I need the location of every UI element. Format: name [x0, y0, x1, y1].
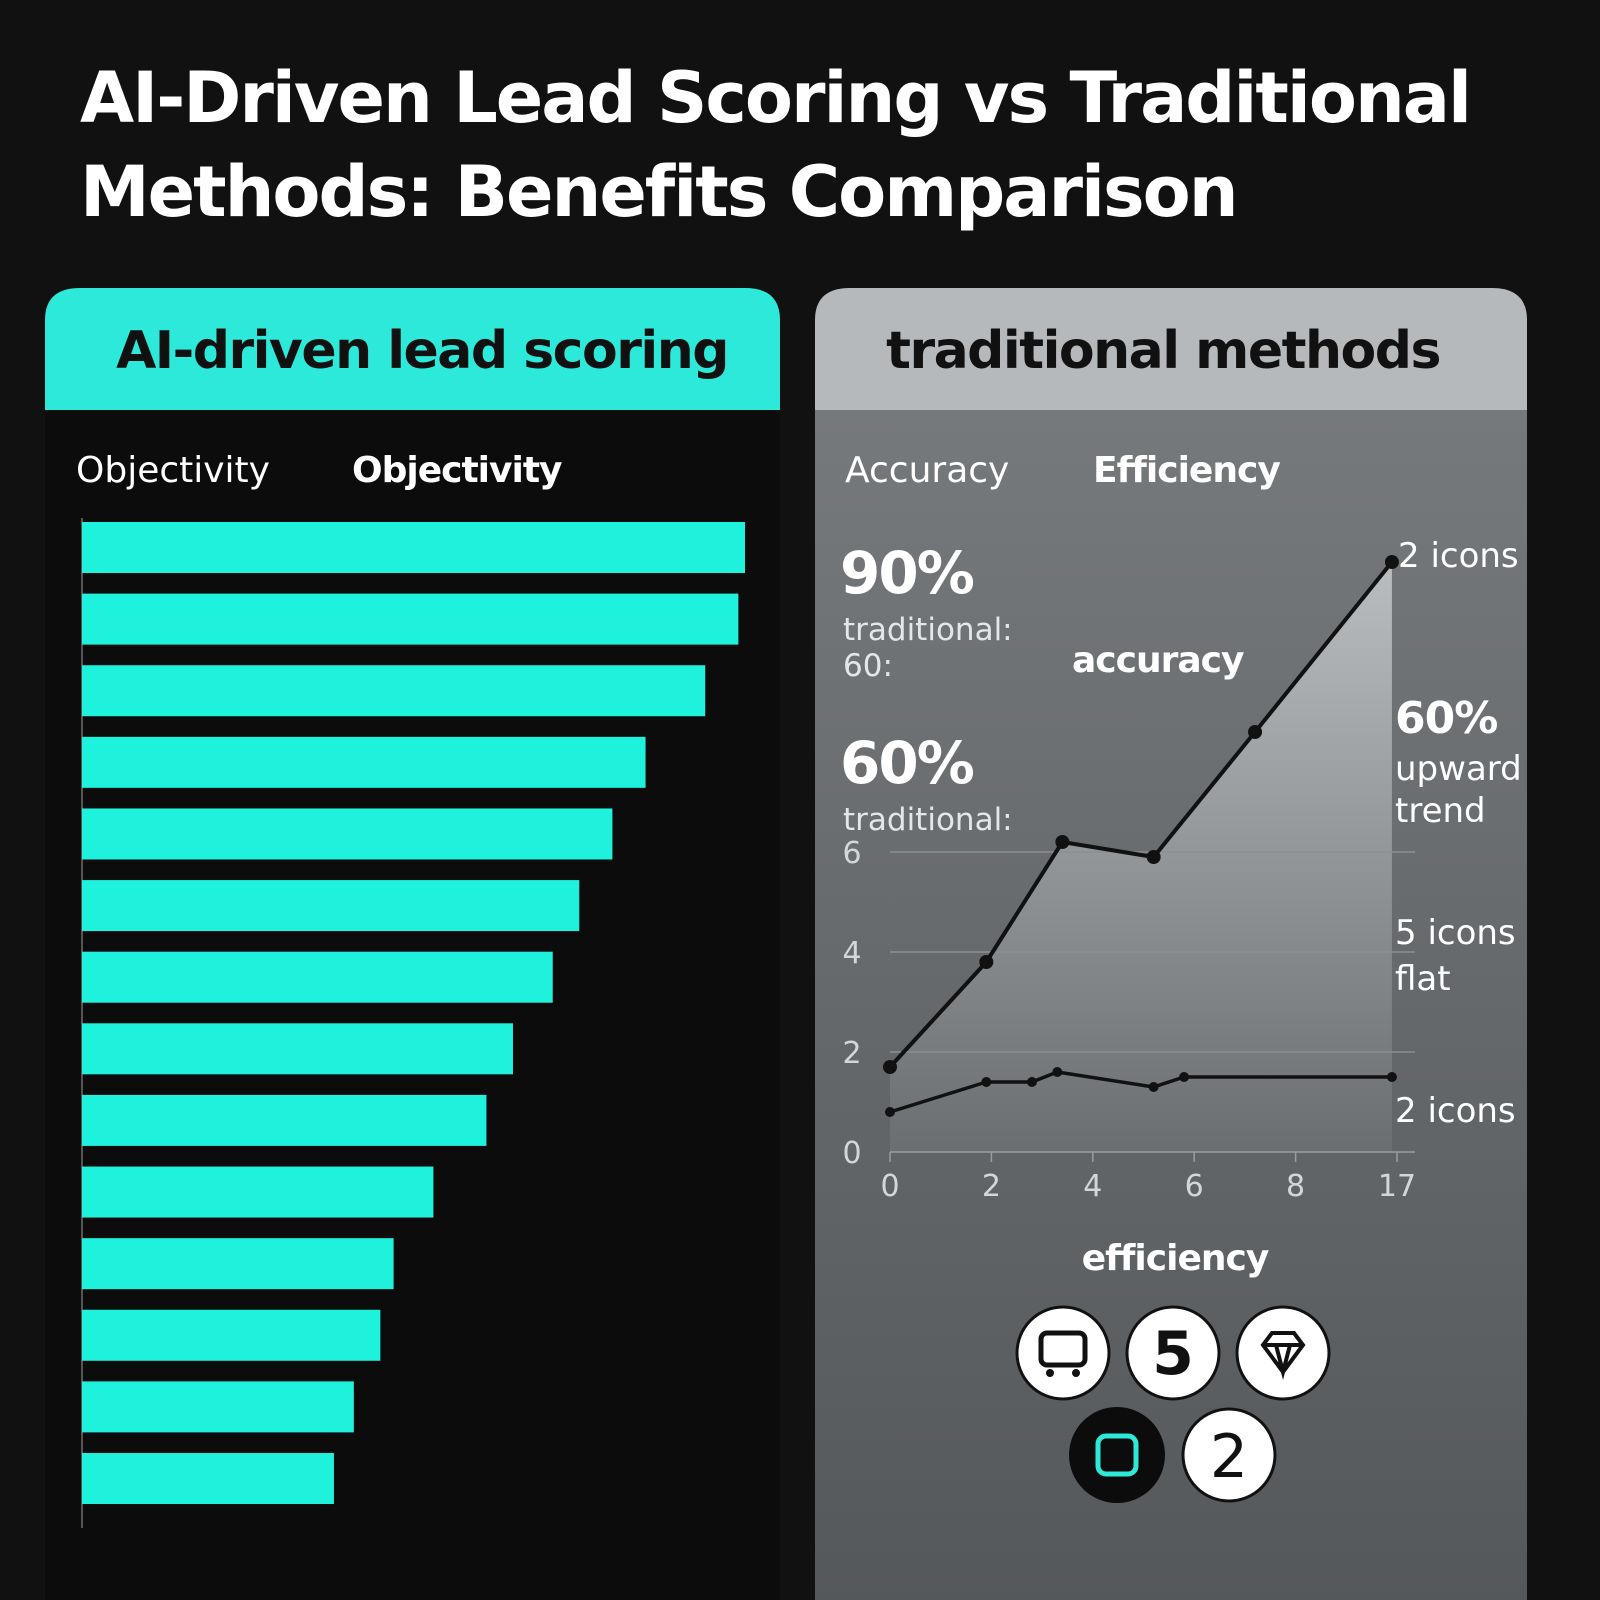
left-header	[45, 288, 780, 410]
annotation: 60%	[840, 729, 974, 797]
label: Accuracy	[845, 450, 1009, 491]
icon-shape	[1038, 1330, 1088, 1368]
x-tick-label: 6	[1185, 1169, 1204, 1204]
bar	[82, 1309, 381, 1361]
point	[1179, 1072, 1190, 1082]
y-tick-label: 6	[842, 836, 861, 871]
label: Objectivity	[76, 450, 270, 491]
area	[890, 562, 1392, 1152]
point	[1055, 835, 1070, 849]
annotation: traditional:	[843, 802, 1013, 838]
icon-shape	[1072, 1369, 1080, 1377]
annotation: 2 icons	[1398, 536, 1519, 576]
bar	[82, 736, 646, 788]
point	[1146, 850, 1161, 864]
bar	[82, 951, 553, 1003]
annotation: upward	[1395, 749, 1522, 789]
bar	[82, 880, 580, 932]
icon-circle	[1235, 1305, 1331, 1401]
point	[1052, 1067, 1063, 1077]
bar	[82, 1381, 354, 1433]
x-axis-label: efficiency	[1082, 1238, 1269, 1279]
point	[883, 1060, 897, 1074]
bar	[82, 808, 613, 860]
title-line: AI-Driven Lead Scoring vs Traditional	[80, 57, 1470, 139]
bar	[82, 593, 739, 645]
title-line: Methods: Benefits Comparison	[80, 151, 1237, 233]
point	[885, 1107, 895, 1117]
line	[888, 560, 1394, 1069]
icon-shape	[1095, 1433, 1139, 1477]
icon-shape	[1046, 1369, 1054, 1377]
point	[1248, 725, 1263, 739]
point	[1026, 1077, 1037, 1087]
y-tick-label: 2	[842, 1036, 861, 1071]
right-header	[815, 288, 1527, 410]
x-tick-label: 17	[1378, 1169, 1416, 1204]
annotation: flat	[1395, 959, 1451, 999]
y-tick-label: 0	[842, 1136, 861, 1171]
icon-shape	[1260, 1331, 1306, 1380]
bars	[82, 522, 745, 1504]
x-tick-label: 0	[880, 1169, 899, 1204]
label: Objectivity	[352, 450, 562, 491]
bar	[82, 1238, 394, 1290]
point	[1386, 1072, 1397, 1082]
icon-circle	[1015, 1305, 1111, 1401]
annotation: 2 icons	[1395, 1091, 1516, 1131]
point	[979, 955, 994, 969]
left-header-text: AI-driven lead scoring	[116, 321, 728, 381]
annotation: 5 icons	[1395, 913, 1516, 953]
point	[1384, 555, 1399, 569]
icon-text: 5	[1152, 1319, 1194, 1389]
line-plot: 0 2 4 6 0 2 4 6 8 17	[842, 555, 1416, 1204]
icon-circle	[1125, 1305, 1221, 1401]
annotation: 90%	[840, 539, 974, 607]
x-tick-label: 8	[1286, 1169, 1305, 1204]
x-tick-label: 2	[982, 1169, 1001, 1204]
bar	[82, 522, 745, 573]
annotation: 60:	[843, 648, 893, 684]
bar	[82, 1166, 434, 1218]
label: Efficiency	[1093, 450, 1280, 491]
icon-text: 2	[1210, 1422, 1248, 1492]
right-header-text: traditional methods	[886, 321, 1440, 381]
bar	[82, 1023, 513, 1075]
icon-circle	[1069, 1407, 1165, 1503]
y-tick-label: 4	[842, 936, 861, 971]
bar	[82, 1453, 334, 1504]
icons: 5 2	[1015, 1305, 1331, 1503]
point	[981, 1077, 992, 1087]
annotation: 60%	[1395, 693, 1497, 744]
point	[1148, 1082, 1159, 1092]
annotation: accuracy	[1072, 640, 1244, 681]
x-tick-label: 4	[1083, 1169, 1102, 1204]
annotation: trend	[1395, 791, 1486, 831]
bar	[82, 1094, 487, 1146]
annotation: traditional:	[843, 612, 1013, 648]
icon-circle	[1181, 1407, 1277, 1503]
bar	[82, 665, 706, 717]
